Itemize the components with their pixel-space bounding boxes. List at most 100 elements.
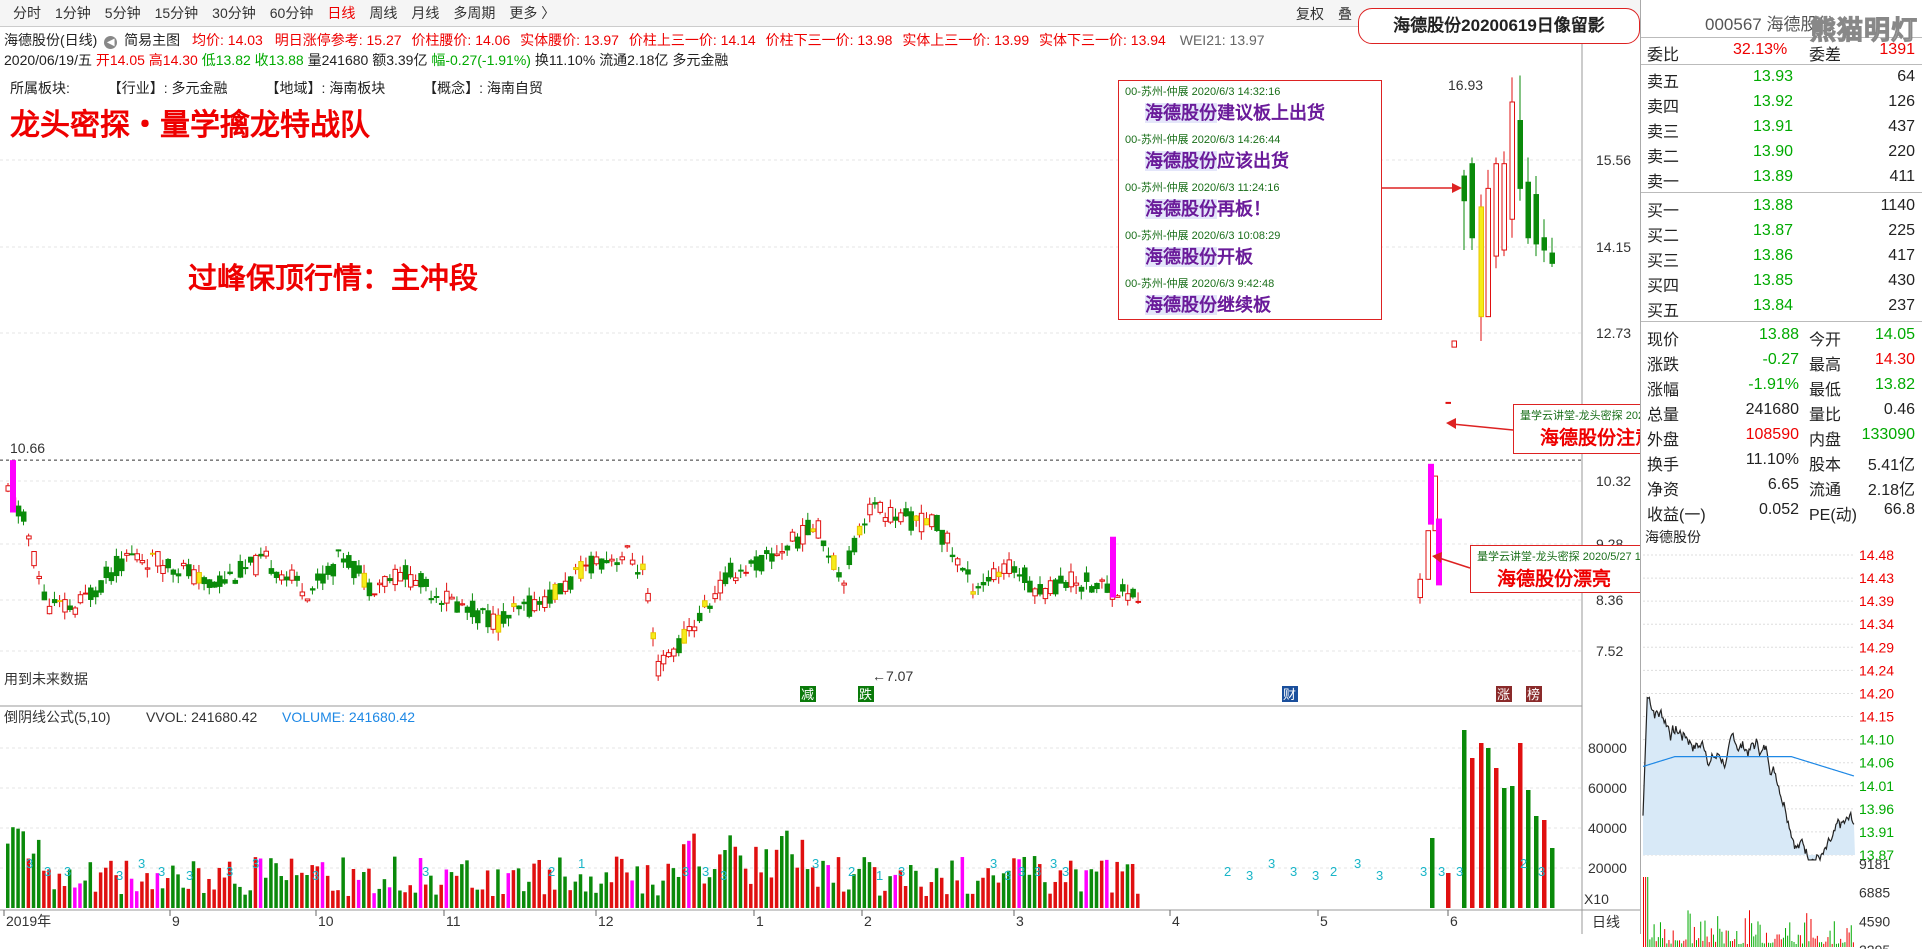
- candle-body: [211, 581, 218, 588]
- period-tab[interactable]: 分时: [13, 5, 41, 21]
- candle-body: [686, 626, 693, 632]
- candle-body: [676, 638, 682, 654]
- candle-body: [475, 610, 481, 624]
- period-tab[interactable]: 5分钟: [104, 5, 141, 21]
- mini-vol-bar: [1793, 941, 1795, 947]
- close: 收13.88: [254, 52, 304, 68]
- volume-bar: [393, 856, 397, 908]
- volume-signal-label: 3: [1312, 868, 1319, 883]
- kline-chart[interactable]: 15.5614.1512.7310.329.288.367.5210.6616.…: [0, 0, 1640, 934]
- candle-body: [898, 512, 904, 523]
- candle-body: [965, 569, 971, 575]
- candle-body: [402, 565, 409, 580]
- volume-indicator-title: 倒阴线公式(5,10): [4, 709, 111, 725]
- candle-body: [547, 589, 553, 604]
- volume-axis-label: 40000: [1588, 820, 1627, 836]
- candle-body: [299, 591, 306, 597]
- mini-vol-bar: [1785, 928, 1787, 947]
- main-chart-label[interactable]: 简易主图: [124, 32, 181, 48]
- mini-vol-bar: [1742, 942, 1744, 947]
- price-axis-label: 10.32: [1596, 473, 1631, 489]
- candle-body: [20, 511, 27, 522]
- mini-axis-label: 14.43: [1859, 570, 1894, 586]
- candle-body: [26, 535, 32, 540]
- volume-signal-label: 3: [158, 864, 165, 879]
- callout-meta: 量学云讲堂-龙头密探 2020/5/27 13:30:32: [1477, 551, 1678, 563]
- volume-signal-label: 3: [186, 868, 193, 883]
- event-marker: [800, 686, 816, 702]
- candle-body: [186, 564, 192, 577]
- body-waist: 实体腰价: 13.97: [520, 32, 619, 48]
- volume-bar: [470, 887, 474, 908]
- volume-bar: [325, 875, 330, 908]
- volume-bar: [527, 881, 531, 908]
- fuquan-button[interactable]: 复权: [1296, 6, 1324, 22]
- volume-bar: [1550, 848, 1555, 908]
- volume-bar: [909, 865, 913, 908]
- volume-bar: [129, 878, 134, 908]
- period-tab[interactable]: 日线: [327, 5, 356, 21]
- volume-signal-label: 3: [990, 856, 997, 871]
- volume-bar: [98, 872, 103, 908]
- period-tab[interactable]: 15分钟: [154, 5, 199, 21]
- mini-vol-bar: [1738, 943, 1740, 947]
- mini-vol-bar: [1802, 943, 1803, 947]
- overlay-button[interactable]: 叠: [1338, 6, 1352, 22]
- period-tab[interactable]: 更多 〉: [509, 5, 556, 21]
- concept-block[interactable]: 【概念】: 海南自贸: [423, 80, 543, 96]
- weidiff-label: 委差: [1809, 47, 1842, 64]
- volume-signal-label: 3: [422, 864, 429, 879]
- volume-bar: [258, 858, 263, 908]
- toggle-icon[interactable]: ◀: [104, 36, 118, 49]
- weibi-label: 委比: [1647, 47, 1680, 64]
- mini-vol-bar: [1676, 940, 1678, 947]
- volume-bar: [36, 839, 41, 908]
- candle-body: [665, 652, 672, 658]
- intraday-mini-chart[interactable]: 14.48 14.43 14.39 14.34 14.29 14.24 14.20 14.15…: [1641, 549, 1922, 949]
- period-tab[interactable]: 月线: [411, 5, 440, 21]
- volume-bar: [583, 891, 588, 908]
- period-tab[interactable]: 60分钟: [269, 5, 314, 21]
- candle-body: [428, 598, 435, 601]
- candle-body: [702, 600, 708, 608]
- mini-vol-bar: [1736, 931, 1738, 947]
- volume-bar: [599, 883, 603, 908]
- mini-vol-bar: [1666, 943, 1668, 947]
- callout-meta: 00-苏州-仲展 2020/6/3 10:08:29: [1125, 230, 1281, 242]
- period-tab[interactable]: 周线: [369, 5, 398, 21]
- candle-body: [423, 578, 429, 587]
- candle-body: [51, 599, 58, 604]
- volume-bar: [568, 890, 572, 908]
- candle-body: [382, 576, 388, 587]
- volume-bar: [697, 866, 701, 908]
- candle-body: [1099, 579, 1105, 582]
- volume-bar: [723, 850, 727, 908]
- mini-axis-label: 14.06: [1859, 755, 1894, 771]
- mini-vol-bar: [1770, 943, 1772, 947]
- quote-label: 外盘: [1647, 432, 1680, 449]
- candle-body: [500, 611, 507, 624]
- volume-bar: [52, 889, 56, 908]
- mini-vol-bar: [1683, 940, 1685, 947]
- region-block[interactable]: 【地域】: 海南板块: [265, 80, 386, 96]
- mini-vol-bar: [1674, 940, 1676, 947]
- col-waist: 价柱腰价: 14.06: [411, 32, 511, 48]
- mini-vol-bar: [1659, 922, 1661, 947]
- period-tab[interactable]: 1分钟: [55, 5, 91, 21]
- volume-bar: [991, 875, 996, 908]
- volume-bar: [749, 883, 753, 908]
- bid-label: 买三: [1647, 253, 1680, 270]
- volume-bar: [387, 887, 392, 908]
- volume-bar: [604, 872, 609, 908]
- ask-volume: 437: [1888, 118, 1915, 135]
- candle-body: [330, 564, 337, 577]
- volume-bar: [759, 872, 763, 908]
- period-tab[interactable]: 30分钟: [212, 5, 256, 21]
- period-tab[interactable]: 多周期: [453, 5, 496, 21]
- industry-block[interactable]: 【行业】: 多元金融: [107, 80, 228, 96]
- candle-body: [712, 593, 718, 600]
- mini-vol-bar: [1744, 918, 1746, 947]
- volume-bar: [970, 893, 975, 908]
- volume-bar: [62, 885, 67, 908]
- candle-body: [650, 632, 656, 640]
